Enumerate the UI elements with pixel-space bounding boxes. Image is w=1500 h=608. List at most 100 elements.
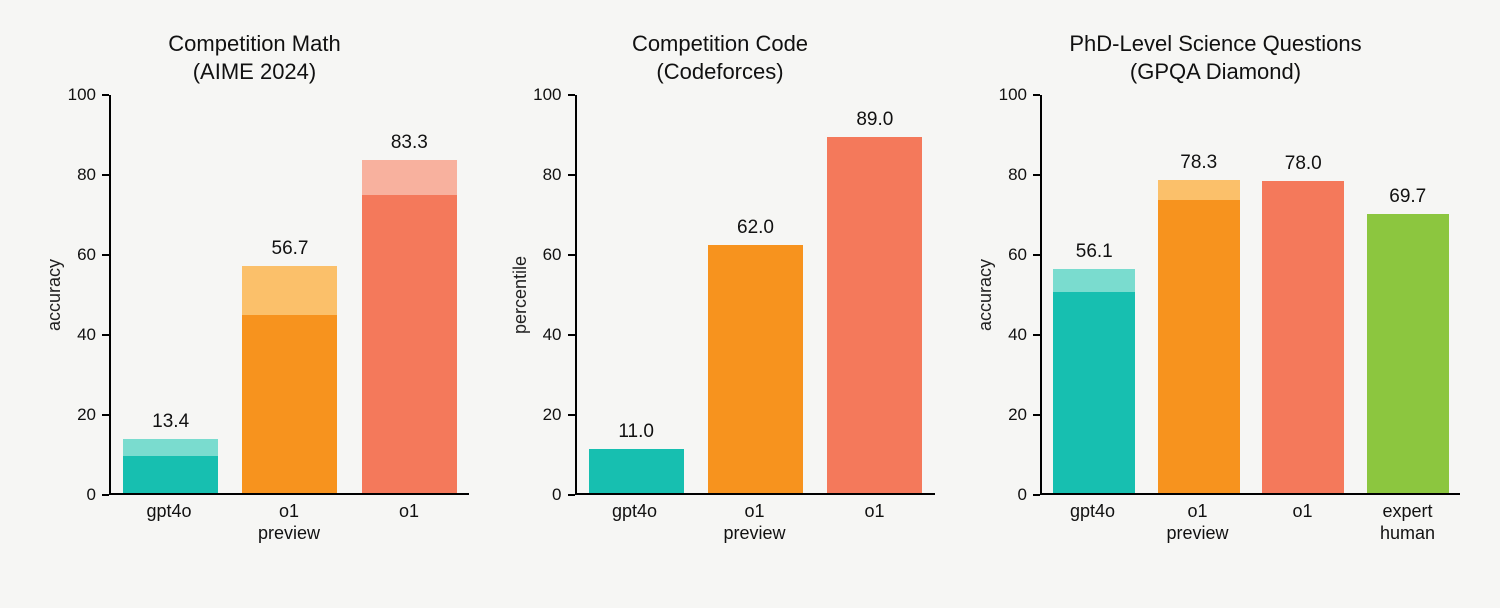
y-tick: 0: [532, 485, 575, 505]
bar-slot: 62.0: [696, 95, 815, 493]
chart-panels: Competition Math (AIME 2024) accuracy 0 20 4…: [0, 0, 1500, 608]
plot-column: 56.1 78.3 78.0 69.7 gpt4oo1 previewo1expert …: [1040, 95, 1460, 544]
x-tick-label: o1: [1250, 501, 1355, 544]
x-tick-label: o1 preview: [229, 501, 349, 544]
bar-value-label: 56.7: [272, 238, 309, 260]
y-tick-mark: [568, 334, 575, 336]
bar-segment: [242, 315, 337, 493]
y-tick: 100: [997, 85, 1040, 105]
y-tick-label: 100: [66, 85, 96, 105]
x-tick-label: expert human: [1355, 501, 1460, 544]
bar-slot: 83.3: [350, 95, 469, 493]
bar-segment: [1367, 214, 1449, 493]
y-tick-mark: [102, 174, 109, 176]
y-tick: 80: [532, 165, 575, 185]
bar-value-label: 13.4: [152, 411, 189, 433]
bar-segment: [1158, 180, 1240, 200]
bar-segment: [1158, 200, 1240, 493]
bar-slot: 89.0: [815, 95, 934, 493]
bar-stack: [1262, 181, 1344, 493]
x-tick-label: gpt4o: [575, 501, 695, 544]
plot-area: 11.0 62.0 89.0: [575, 95, 935, 495]
panel-title: Competition Code (Codeforces): [632, 30, 808, 85]
bar-stack: [1367, 214, 1449, 493]
y-tick-label: 80: [66, 165, 96, 185]
bar-segment: [123, 456, 218, 493]
y-tick-label: 60: [66, 245, 96, 265]
y-tick-label: 100: [532, 85, 562, 105]
bar-slot: 78.3: [1147, 95, 1252, 493]
bar-stack: [242, 266, 337, 493]
y-tick-mark: [1033, 494, 1040, 496]
bar-value-label: 69.7: [1389, 186, 1426, 208]
y-tick-mark: [102, 494, 109, 496]
chart-wrap: percentile02040608010011.062.089.0gpt4oo…: [506, 95, 935, 544]
y-tick: 40: [997, 325, 1040, 345]
x-tick-label: o1 preview: [1145, 501, 1250, 544]
y-tick: 100: [532, 85, 575, 105]
y-axis: 020406080100: [65, 95, 109, 495]
y-tick-label: 100: [997, 85, 1027, 105]
y-tick-label: 0: [66, 485, 96, 505]
y-tick: 20: [66, 405, 109, 425]
y-tick: 80: [66, 165, 109, 185]
y-tick-label: 20: [997, 405, 1027, 425]
y-tick-mark: [102, 414, 109, 416]
x-tick-label: gpt4o: [1040, 501, 1145, 544]
bar-value-label: 11.0: [618, 421, 654, 443]
plot-area: 56.1 78.3 78.0 69.7: [1040, 95, 1460, 495]
y-tick: 60: [66, 245, 109, 265]
panel-codeforces: Competition Code (Codeforces)percentile0…: [506, 30, 935, 544]
y-axis-label: accuracy: [40, 259, 65, 331]
bar-stack: [589, 449, 684, 493]
bar-segment: [362, 195, 457, 493]
bar-slot: 78.0: [1251, 95, 1356, 493]
y-tick-mark: [568, 254, 575, 256]
y-tick-label: 0: [532, 485, 562, 505]
x-tick-label: o1: [349, 501, 469, 544]
y-tick-label: 40: [66, 325, 96, 345]
y-tick: 100: [66, 85, 109, 105]
bar-slot: 56.1: [1042, 95, 1147, 493]
bar-stack: [362, 160, 457, 493]
y-tick-mark: [1033, 174, 1040, 176]
y-tick: 0: [66, 485, 109, 505]
y-tick-mark: [1033, 414, 1040, 416]
y-tick-mark: [102, 254, 109, 256]
chart-wrap: accuracy02040608010056.178.378.069.7gpt4…: [971, 95, 1460, 544]
y-tick: 80: [997, 165, 1040, 185]
plot-column: 13.456.783.3gpt4oo1 previewo1: [109, 95, 469, 544]
y-tick-mark: [568, 414, 575, 416]
panel-gpqa: PhD-Level Science Questions (GPQA Diamon…: [971, 30, 1460, 544]
y-tick: 20: [997, 405, 1040, 425]
bar-stack: [708, 245, 803, 493]
plot-area: 13.4 56.7 83.3: [109, 95, 469, 495]
bar-stack: [1158, 180, 1240, 493]
y-axis: 020406080100: [996, 95, 1040, 495]
chart-wrap: accuracy02040608010013.456.783.3gpt4oo1 …: [40, 95, 469, 544]
panel-title: Competition Math (AIME 2024): [168, 30, 340, 85]
bar-segment: [242, 266, 337, 314]
x-tick-label: o1: [815, 501, 935, 544]
y-tick: 60: [997, 245, 1040, 265]
bar-value-label: 56.1: [1076, 241, 1113, 263]
bar-value-label: 89.0: [856, 109, 893, 131]
bar-segment: [1262, 181, 1344, 493]
bar-segment: [708, 245, 803, 493]
y-tick-label: 60: [997, 245, 1027, 265]
bar-value-label: 83.3: [391, 132, 428, 154]
bar-slot: 69.7: [1356, 95, 1461, 493]
y-tick-label: 40: [997, 325, 1027, 345]
bar-value-label: 78.0: [1285, 153, 1322, 175]
y-axis: 020406080100: [531, 95, 575, 495]
y-tick: 60: [532, 245, 575, 265]
y-tick: 20: [532, 405, 575, 425]
bar-segment: [1053, 292, 1135, 493]
y-tick-mark: [1033, 334, 1040, 336]
bar-slot: 11.0: [577, 95, 696, 493]
bar-stack: [1053, 269, 1135, 493]
y-tick-label: 40: [532, 325, 562, 345]
y-tick: 40: [66, 325, 109, 345]
y-tick-mark: [568, 174, 575, 176]
bar-segment: [362, 160, 457, 196]
